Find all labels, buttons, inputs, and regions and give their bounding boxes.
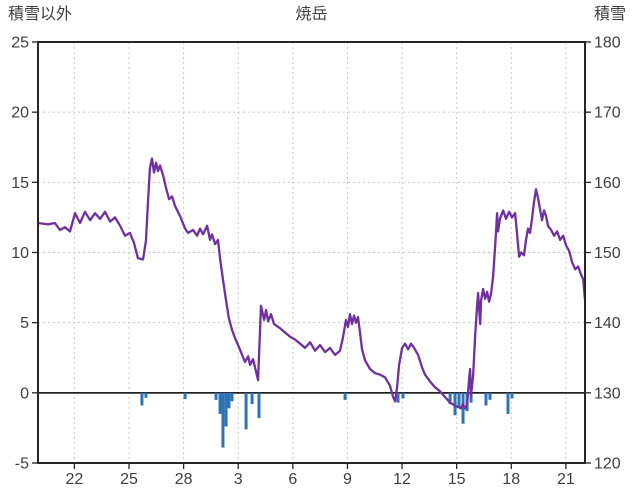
tick-label: 21	[557, 471, 575, 488]
bar	[230, 392, 234, 402]
bar	[510, 392, 514, 399]
tick-label: 170	[594, 105, 621, 122]
bar	[214, 392, 218, 400]
tick-label: 160	[594, 175, 621, 192]
bar	[343, 392, 347, 400]
plot-border	[37, 41, 586, 464]
tick-label: 180	[594, 35, 621, 52]
grid-lines	[38, 42, 585, 463]
bar	[218, 392, 222, 414]
tick-label: 5	[20, 315, 29, 332]
tick-label: 0	[20, 385, 29, 402]
bar	[144, 392, 148, 398]
tick-label: -5	[15, 456, 29, 473]
right-axis-title: 積雪	[593, 6, 626, 23]
bar	[448, 392, 452, 405]
tick-label: 12	[393, 471, 411, 488]
axis-tick-marks	[32, 41, 591, 469]
tick-label: 10	[11, 245, 29, 262]
bar	[453, 392, 457, 416]
tick-label: 25	[11, 35, 29, 52]
bar	[396, 392, 400, 403]
bar	[224, 392, 228, 427]
bar	[506, 392, 510, 414]
tick-label: 9	[343, 471, 352, 488]
tick-label: 22	[66, 471, 84, 488]
tick-label: 140	[594, 315, 621, 332]
line-path	[36, 157, 587, 410]
tick-label: 15	[11, 175, 29, 192]
tick-label: 18	[502, 471, 520, 488]
axis-tick-labels: 25 20 15 10 5 0 -5 180 170 160 150 140 130 120 22 25 28 3…	[11, 35, 621, 489]
bar	[250, 392, 254, 405]
chart-title: 焼岳	[295, 6, 328, 23]
tick-label: 28	[175, 471, 193, 488]
bar	[461, 392, 465, 424]
tick-label: 6	[288, 471, 297, 488]
bar	[244, 392, 248, 430]
bar	[484, 392, 488, 406]
line-series	[36, 157, 587, 410]
bar	[227, 392, 231, 409]
bar	[257, 392, 261, 419]
tick-label: 120	[594, 456, 621, 473]
tick-label: 15	[448, 471, 466, 488]
bar	[469, 392, 473, 403]
bar	[183, 392, 187, 400]
tick-label: 25	[120, 471, 138, 488]
tick-label: 20	[11, 105, 29, 122]
tick-label: 3	[234, 471, 243, 488]
tick-label: 150	[594, 245, 621, 262]
bar	[221, 392, 225, 448]
bar	[457, 392, 461, 407]
bar	[488, 392, 492, 400]
bar-series	[140, 392, 514, 448]
tick-label: 130	[594, 385, 621, 402]
left-axis-title: 積雪以外	[8, 6, 73, 23]
bar	[401, 392, 405, 399]
bar	[140, 392, 144, 406]
